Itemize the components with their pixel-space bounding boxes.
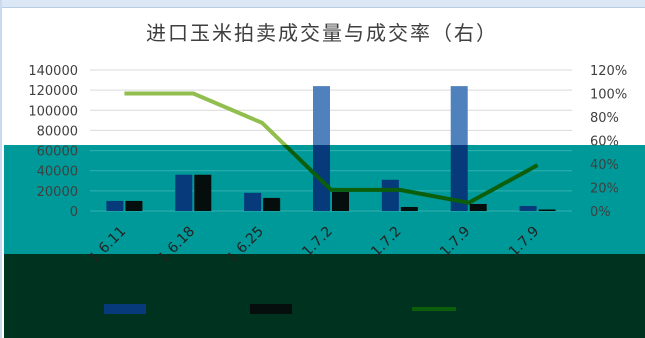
rate-line (124, 91, 539, 205)
window-top-strip (0, 0, 645, 8)
bar-series-1 (519, 205, 537, 211)
window-left-border (0, 0, 2, 338)
bar-series-1 (106, 200, 124, 211)
bar-series-1 (244, 192, 262, 211)
bar-series-1 (450, 145, 468, 211)
y-left-tick-label: 20000 (37, 185, 78, 200)
bar-series-1-upper (313, 86, 330, 145)
bar-series-1-upper (450, 86, 468, 145)
y-left-tick-label: 80000 (37, 124, 78, 139)
bar-series-2 (538, 209, 556, 211)
y-right-tick-label: 60% (590, 135, 619, 150)
legend (104, 304, 456, 314)
bar-series-2 (263, 197, 281, 211)
bars (106, 86, 556, 211)
chart-title: 进口玉米拍卖成交量与成交率（右） (146, 21, 498, 45)
y-left-tick-label: 40000 (37, 165, 78, 180)
bar-series-2 (194, 174, 212, 211)
y-right-tick-label: 100% (590, 88, 627, 103)
y-right-tick-label: 20% (590, 182, 619, 197)
bar-series-1 (175, 174, 193, 211)
y-right-tick-label: 120% (590, 64, 627, 79)
bar-series-2 (332, 191, 349, 211)
y-left-tick-label: 60000 (37, 145, 78, 160)
legend-swatch-bar-series-1 (104, 304, 146, 314)
y-left-tick-label: 0 (70, 205, 78, 220)
y-right-tick-label: 0% (590, 205, 611, 220)
dark-panel (4, 254, 645, 338)
y-right-tick-label: 80% (590, 111, 619, 126)
y-right-tick-label: 40% (590, 158, 619, 173)
legend-swatch-bar-series-2 (250, 304, 292, 314)
y-left-tick-label: 140000 (28, 64, 78, 79)
bar-series-1 (381, 179, 399, 211)
rate-line-lower (282, 145, 539, 205)
y-left-tick-label: 120000 (28, 84, 78, 99)
rate-line-upper (124, 91, 288, 145)
y-axis-right: 0% 20% 40% 60% 80% 100% 120% (590, 64, 627, 220)
y-axis-left: 0 20000 40000 60000 80000 100000 120000 140000 (28, 64, 78, 220)
bar-series-2 (400, 206, 418, 211)
y-left-tick-label: 100000 (28, 104, 78, 119)
bar-series-2 (469, 203, 487, 211)
bar-series-2 (125, 200, 143, 211)
